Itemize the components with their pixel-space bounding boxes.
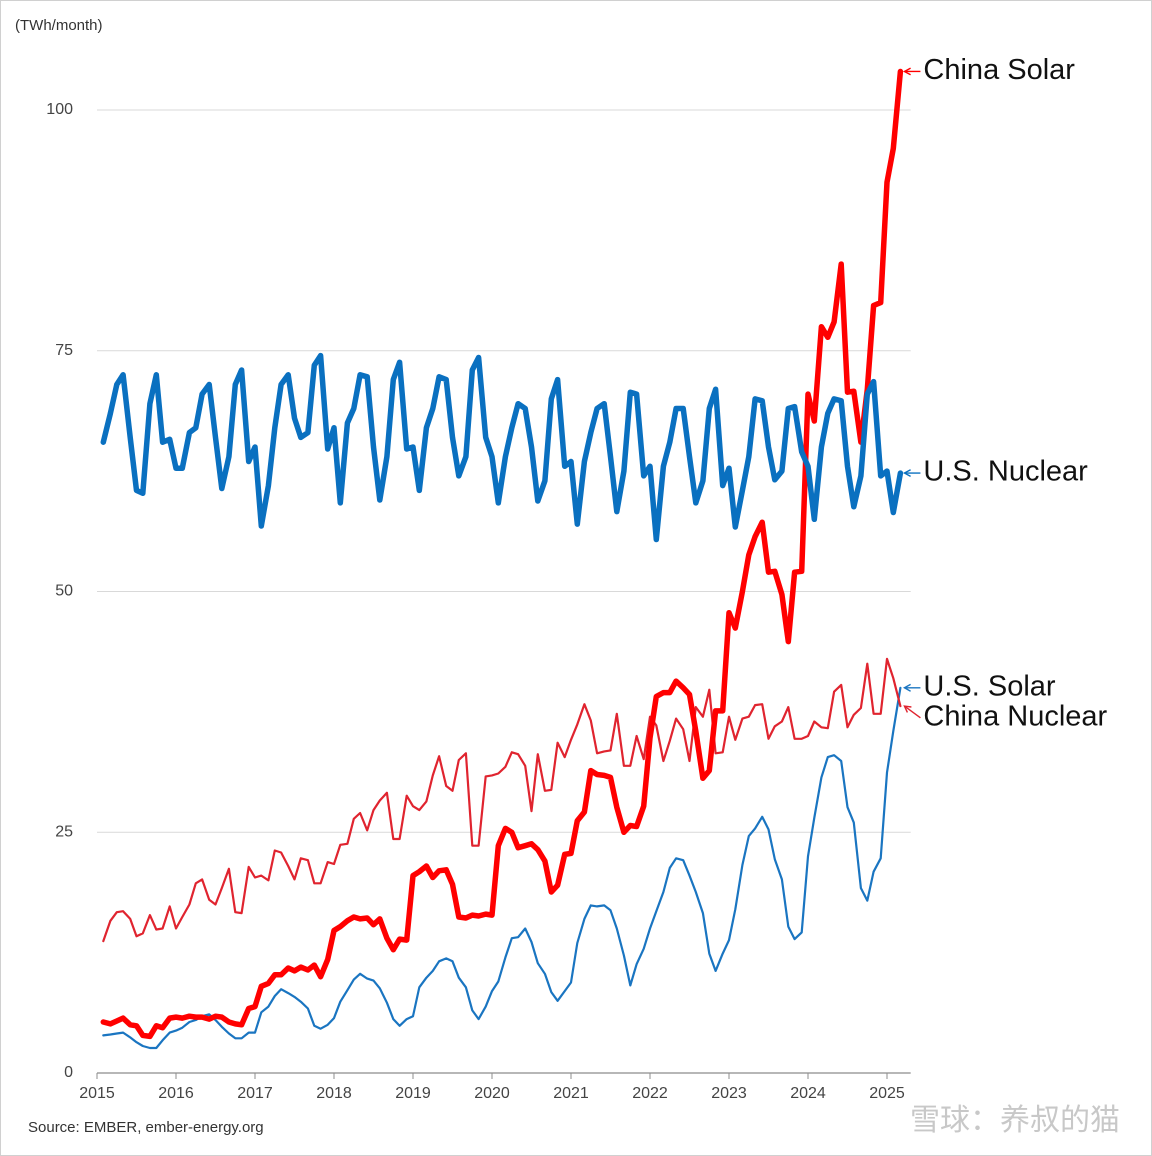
end-label: China Nuclear <box>923 700 1107 732</box>
x-tick-label: 2015 <box>79 1085 115 1102</box>
source-note: Source: EMBER, ember-energy.org <box>28 1119 264 1136</box>
label-arrowhead <box>903 705 912 713</box>
y-tick-label: 0 <box>64 1064 73 1081</box>
series-line <box>102 657 902 943</box>
y-tick-label: 25 <box>55 823 73 840</box>
x-tick-label: 2018 <box>316 1085 352 1102</box>
y-axis-label: (TWh/month) <box>15 17 103 34</box>
y-tick-label: 50 <box>55 583 73 600</box>
watermark: 雪球：养叔的猫 <box>910 1104 1120 1137</box>
series-line <box>100 352 904 543</box>
x-tick-label: 2019 <box>395 1085 431 1102</box>
x-tick-label: 2023 <box>711 1085 747 1102</box>
end-label: U.S. Nuclear <box>923 456 1088 488</box>
x-tick-label: 2017 <box>237 1085 273 1102</box>
end-label: China Solar <box>923 54 1075 86</box>
label-arrowhead <box>902 67 911 76</box>
series-line <box>102 686 902 1050</box>
x-tick-label: 2016 <box>158 1085 194 1102</box>
x-tick-label: 2022 <box>632 1085 668 1102</box>
x-tick-label: 2020 <box>474 1085 510 1102</box>
label-arrowhead <box>902 683 911 692</box>
end-label: U.S. Solar <box>923 670 1055 702</box>
label-arrowhead <box>902 469 911 478</box>
series-line <box>100 68 904 1040</box>
x-tick-label: 2025 <box>869 1085 905 1102</box>
x-tick-label: 2021 <box>553 1085 589 1102</box>
y-tick-label: 75 <box>55 342 73 359</box>
label-arrow <box>904 705 921 719</box>
x-tick-label: 2024 <box>790 1085 826 1102</box>
y-tick-label: 100 <box>46 101 73 118</box>
